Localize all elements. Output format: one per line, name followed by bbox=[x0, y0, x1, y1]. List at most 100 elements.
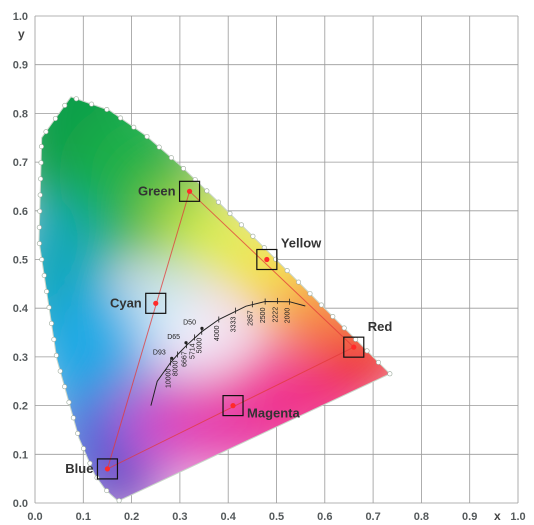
white-point-label: D93 bbox=[153, 349, 166, 356]
y-tick-label: 0.1 bbox=[13, 449, 28, 461]
locus-dot bbox=[43, 129, 49, 135]
locus-dot bbox=[284, 268, 290, 274]
primary-marker bbox=[153, 300, 159, 306]
cct-label: 4000 bbox=[214, 325, 221, 341]
y-tick-label: 0.5 bbox=[13, 255, 28, 267]
primary-label: Cyan bbox=[110, 295, 142, 310]
x-tick-label: 0.0 bbox=[27, 511, 42, 523]
primaries: Green Yellow Red Cyan Magenta Blue bbox=[65, 180, 393, 480]
x-tick-label: 0.1 bbox=[76, 511, 91, 523]
cct-label: 6667 bbox=[182, 351, 189, 367]
primary-box bbox=[256, 248, 278, 271]
locus-dot bbox=[131, 124, 137, 130]
primary-box bbox=[222, 395, 244, 417]
locus-dot bbox=[87, 460, 93, 466]
locus-dot bbox=[318, 302, 324, 308]
x-tick-label: 1.0 bbox=[510, 511, 525, 523]
locus-dot bbox=[104, 107, 110, 113]
locus-dot bbox=[204, 188, 210, 194]
locus-dot bbox=[307, 291, 313, 297]
x-tick-label: 0.4 bbox=[221, 511, 237, 523]
locus-dot bbox=[104, 488, 110, 494]
locus-dot bbox=[73, 96, 79, 102]
y-tick-label: 0.9 bbox=[13, 60, 28, 72]
locus-dot bbox=[38, 144, 44, 150]
locus-dot bbox=[44, 288, 50, 294]
y-tick-label: 0.3 bbox=[13, 352, 28, 364]
gamut-edge bbox=[107, 346, 355, 470]
locus-dot bbox=[296, 279, 302, 285]
locus-dot bbox=[70, 415, 76, 421]
primary-marker bbox=[264, 256, 270, 263]
y-tick-label: 0.6 bbox=[13, 206, 28, 218]
locus-dot bbox=[116, 498, 122, 504]
locus-dot bbox=[62, 102, 68, 108]
axis-ticks: 0.0 0.1 0.2 0.3 0.4 0.5 0.6 0.7 0.8 0.9 1.0 0.0 0.1 0… bbox=[13, 11, 526, 523]
x-axis-label: x bbox=[494, 509, 501, 523]
locus-dot bbox=[48, 320, 54, 326]
locus-dot bbox=[89, 101, 95, 107]
locus-dot bbox=[66, 399, 72, 405]
primary-label: Yellow bbox=[281, 236, 322, 251]
cct-label: 2857 bbox=[247, 310, 254, 326]
primary-label: Red bbox=[368, 319, 393, 334]
locus-dot bbox=[330, 314, 336, 320]
locus-dot bbox=[341, 325, 347, 331]
primary-box bbox=[145, 292, 167, 314]
locus-dot bbox=[387, 371, 393, 377]
locus-dot bbox=[180, 166, 186, 172]
locus-dot bbox=[117, 115, 123, 121]
x-tick-label: 0.5 bbox=[269, 511, 284, 523]
locus-dot bbox=[36, 224, 42, 230]
locus-dot bbox=[46, 304, 52, 310]
x-tick-label: 0.6 bbox=[317, 511, 332, 523]
locus-dot bbox=[37, 192, 43, 198]
locus-dot bbox=[215, 199, 221, 205]
y-tick-label: 0.7 bbox=[13, 157, 28, 169]
primary-box bbox=[96, 458, 119, 480]
primary-marker bbox=[230, 403, 236, 409]
cct-label: 2500 bbox=[260, 307, 267, 323]
locus-dot bbox=[57, 368, 63, 374]
locus-dot bbox=[41, 272, 47, 278]
y-tick-label: 0.0 bbox=[13, 498, 28, 510]
primary-marker bbox=[351, 344, 357, 350]
locus-dot bbox=[39, 256, 45, 262]
cct-label: 2222 bbox=[272, 307, 279, 323]
primary-marker bbox=[104, 466, 111, 472]
x-tick-label: 0.2 bbox=[124, 511, 139, 523]
primary-label: Green bbox=[138, 183, 176, 198]
primary-box bbox=[343, 336, 365, 358]
primary-label: Blue bbox=[65, 461, 93, 476]
locus-dot bbox=[37, 208, 43, 214]
locus-dot bbox=[75, 430, 81, 436]
y-tick-label: 0.8 bbox=[13, 108, 28, 120]
white-point-label: D65 bbox=[167, 334, 180, 341]
y-axis-label: y bbox=[18, 27, 25, 41]
primary-marker bbox=[186, 188, 193, 194]
cct-label: 10000 bbox=[166, 368, 173, 388]
locus-dot bbox=[80, 445, 86, 451]
primary-label: Magenta bbox=[247, 406, 301, 421]
locus-dot bbox=[156, 144, 162, 150]
locus-dot bbox=[227, 210, 233, 216]
locus-dot bbox=[353, 336, 359, 342]
cct-label: 3333 bbox=[230, 317, 237, 333]
x-tick-label: 0.9 bbox=[462, 511, 477, 523]
white-point-marker bbox=[184, 341, 188, 345]
locus-dot bbox=[53, 352, 59, 358]
x-tick-label: 0.3 bbox=[172, 511, 187, 523]
locus-dot bbox=[38, 160, 44, 166]
locus-dot bbox=[238, 222, 244, 228]
primary-box bbox=[178, 180, 201, 202]
white-point-label: D50 bbox=[183, 319, 196, 326]
cct-label: 5000 bbox=[197, 338, 204, 354]
white-point-marker bbox=[200, 326, 204, 331]
locus-dot bbox=[250, 233, 256, 239]
y-tick-label: 1.0 bbox=[13, 11, 28, 23]
locus-dot bbox=[168, 155, 174, 161]
gamut-edge bbox=[106, 191, 191, 470]
